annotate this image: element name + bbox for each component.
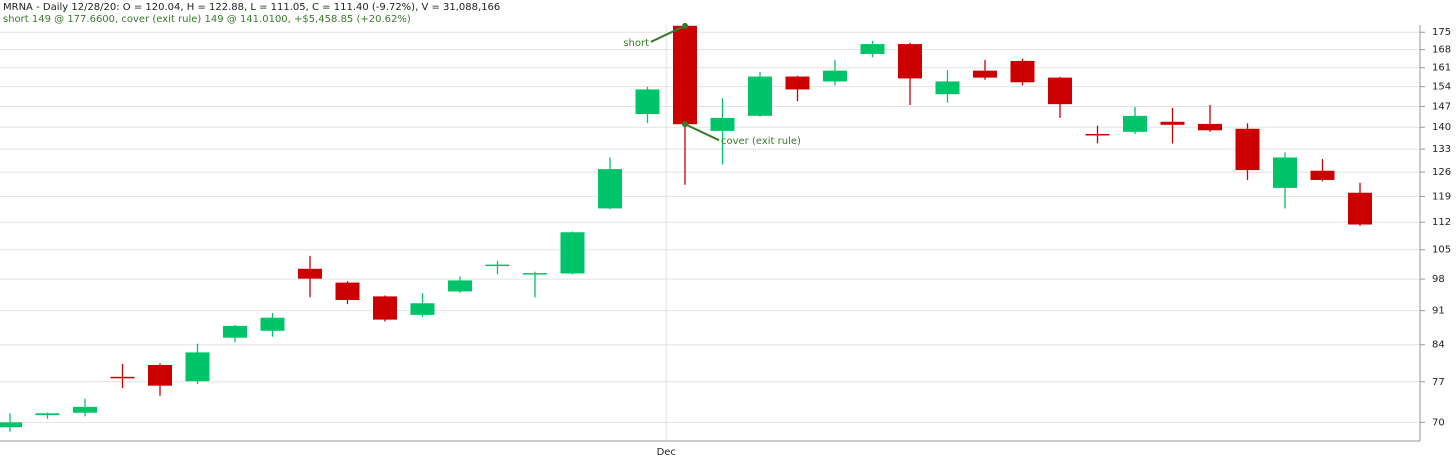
candle-body [148,364,172,386]
candle-body [35,413,60,416]
candle-body [823,70,847,82]
y-tick-label: 154 [1432,82,1451,93]
candle-body [598,169,622,209]
candle-body [260,317,285,331]
grid [0,25,1425,441]
candle-body [1310,170,1335,180]
candle-body [298,268,322,279]
candle-body [0,422,22,428]
chart-header: MRNA - Daily 12/28/20: O = 120.04, H = 1… [3,2,500,13]
candle-body [710,117,735,131]
y-tick-label: 84 [1432,340,1445,351]
candle-body [1160,121,1185,125]
candle-body [1198,123,1222,131]
y-tick-label: 105 [1432,245,1451,256]
y-tick-label: 98 [1432,274,1445,285]
y-tick-label: 140 [1432,122,1451,133]
candle-body [1085,133,1110,136]
y-tick-label: 175 [1432,27,1451,38]
y-tick-label: 91 [1432,306,1445,317]
trade-summary: short 149 @ 177.6600, cover (exit rule) … [3,14,411,25]
candle-body [1010,60,1035,83]
candle-body [860,44,885,54]
candle-body [560,232,585,274]
y-tick-label: 112 [1432,217,1451,228]
y-tick-label: 126 [1432,167,1451,178]
y-tick-label: 161 [1432,63,1451,74]
plot-area [0,25,1372,432]
candle-body [898,44,922,79]
y-tick-label: 70 [1432,417,1445,428]
candle-body [1235,128,1260,171]
candle-body [635,89,660,115]
candle-body [1348,192,1372,225]
x-tick-label: Dec [657,447,676,458]
annotation-label: short [623,38,649,49]
candle-body [748,76,772,116]
candle-body [485,264,510,267]
candle-body [73,406,97,413]
candle-body [410,303,435,315]
candle-body [1273,157,1297,188]
candle-body [223,325,247,338]
annotation-point [682,22,688,29]
candle-body [673,25,697,125]
y-tick-label: 119 [1432,191,1451,202]
y-tick-label: 168 [1432,45,1451,56]
y-tick-label: 77 [1432,377,1445,388]
candle-body [110,376,135,379]
candle-body [935,81,960,95]
candle-body [1123,115,1147,132]
candle-body [1048,77,1072,105]
annotation-leader [684,123,720,142]
candle-body [373,296,397,320]
candle-body [523,273,547,275]
y-tick-label: 147 [1432,101,1451,112]
candle-body [448,280,472,292]
candle-body [185,352,210,382]
annotation-label: cover (exit rule) [721,136,801,147]
annotation-leader [650,24,686,43]
y-tick-label: 133 [1432,144,1451,155]
candle-body [973,70,997,78]
annotation-point [682,121,688,128]
candle-body [785,76,810,90]
candle-body [335,282,360,301]
